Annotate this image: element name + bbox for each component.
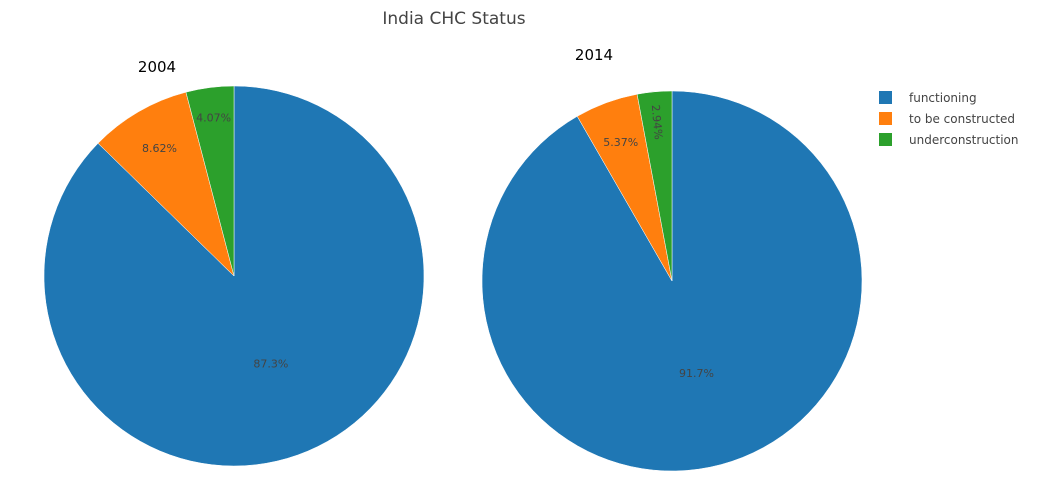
slice-label-2004-functioning: 87.3%: [253, 358, 288, 371]
pie-slice-2004-to-be-constructed: [97, 91, 235, 277]
pie-slice-2004-underconstruction: [185, 85, 235, 277]
slice-label-2014-to-be-constructed: 5.37%: [603, 136, 638, 149]
legend-label-to-be-constructed: to be constructed: [909, 112, 1015, 126]
pie-2014: 91.7% 5.37% 2.94%: [481, 90, 863, 472]
pie-slice-2014-underconstruction: [636, 90, 673, 282]
pie-title-2014: 2014: [575, 46, 613, 64]
slice-label-2014-functioning: 91.7%: [679, 367, 714, 380]
slice-label-2004-underconstruction: 4.07%: [196, 112, 231, 125]
pie-title-2004: 2004: [138, 58, 176, 76]
legend: functioning to be constructed underconst…: [879, 91, 1019, 147]
legend-swatch-to-be-constructed: [879, 112, 892, 125]
pie-2004: 87.3% 8.62% 4.07%: [43, 85, 425, 467]
slice-label-2014-underconstruction: 2.94%: [649, 104, 665, 140]
legend-swatch-functioning: [879, 91, 892, 104]
legend-label-functioning: functioning: [909, 91, 977, 105]
legend-swatch-underconstruction: [879, 133, 892, 146]
slice-label-2004-to-be-constructed: 8.62%: [142, 142, 177, 155]
legend-label-underconstruction: underconstruction: [909, 133, 1019, 147]
chart-title: India CHC Status: [382, 9, 525, 29]
